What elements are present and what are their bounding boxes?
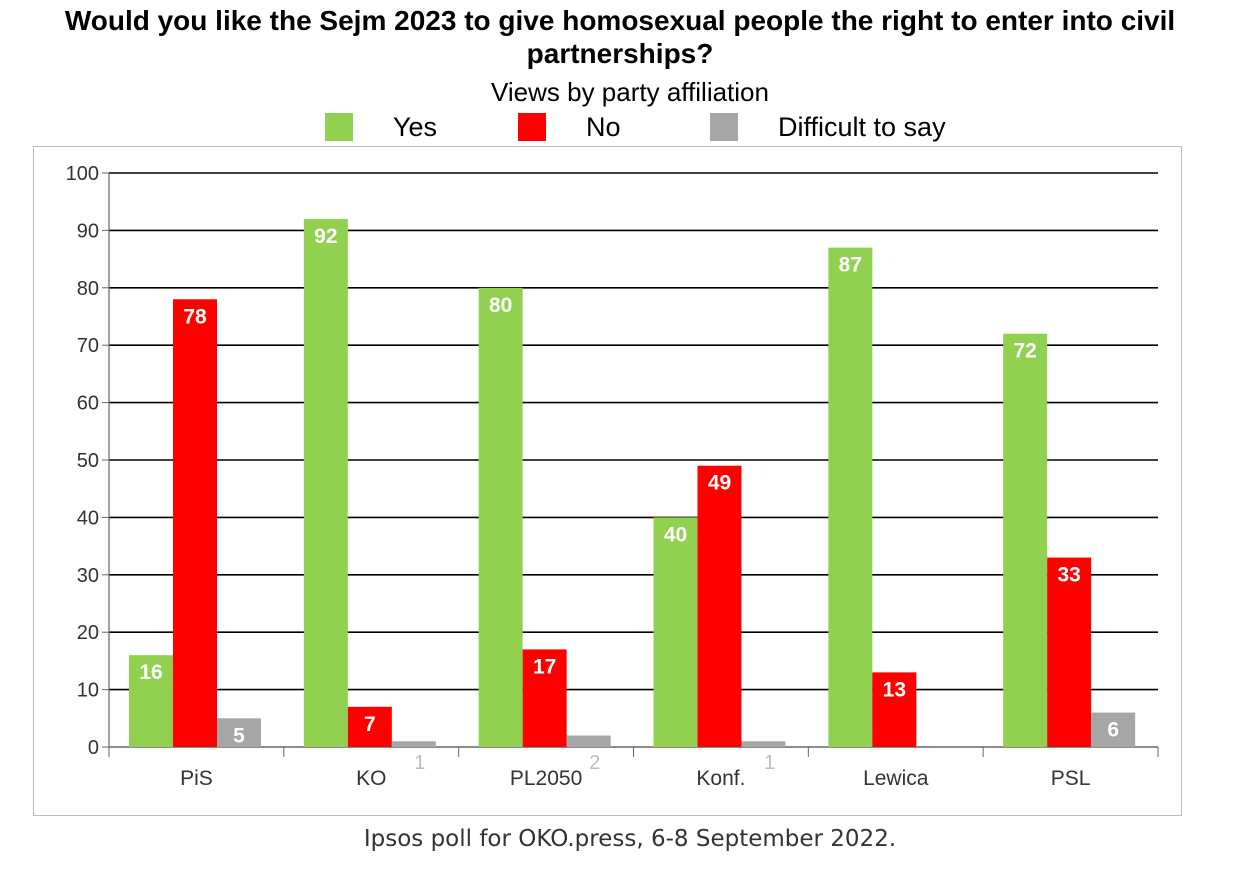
y-tick-label: 0 — [88, 737, 99, 759]
legend-swatch-difficult — [710, 113, 738, 141]
data-label: 13 — [883, 678, 906, 701]
data-label: 92 — [314, 225, 337, 248]
bar-difficult-to-say-pis — [217, 718, 261, 747]
legend-swatch-yes — [325, 113, 353, 141]
bar-no-pis — [173, 299, 217, 747]
bar-no-lewica — [872, 672, 917, 747]
y-tick-label: 90 — [77, 220, 99, 242]
data-label: 2 — [589, 752, 600, 774]
x-tick-label: Lewica — [863, 767, 929, 790]
chart-frame: 0 10 20 30 40 50 60 70 80 90 100 16 78 5 PiS 92 7 1 KO 80 17… — [33, 146, 1182, 816]
bar-chart: 010203040506070809010016785PiS9271KO8017… — [66, 163, 1159, 790]
bar-yes-psl — [1003, 333, 1048, 747]
data-label: 1 — [414, 752, 425, 774]
chart-title: Would you like the Sejm 2023 to give hom… — [64, 5, 1176, 69]
legend-label-difficult: Difficult to say — [778, 111, 946, 142]
x-tick-label: PiS — [180, 767, 213, 790]
legend-swatch-no — [518, 113, 546, 141]
bar-yes-pl2050 — [478, 287, 523, 747]
y-tick-label: 30 — [77, 565, 99, 587]
bar-no-psl — [1047, 557, 1092, 747]
bar-difficult-to-say-konf — [741, 741, 786, 747]
legend-item-difficult: Difficult to say — [710, 109, 946, 145]
legend-item-yes: Yes — [325, 109, 437, 145]
data-label: 87 — [839, 254, 862, 277]
data-label: 7 — [364, 713, 376, 736]
x-tick-label: KO — [356, 767, 386, 790]
y-tick-label: 70 — [77, 335, 99, 357]
legend: Yes No Difficult to say — [0, 109, 1240, 145]
bar-no-pl2050 — [522, 649, 567, 747]
data-label: 40 — [664, 523, 687, 546]
source-note: Ipsos poll for OKO.press, 6-8 September … — [363, 826, 897, 852]
bar-yes-ko — [303, 218, 348, 748]
bar-yes-lewica — [828, 247, 873, 747]
bar-yes-pis — [129, 655, 173, 747]
legend-label-no: No — [586, 111, 621, 142]
data-label: 16 — [139, 661, 162, 684]
bar-no-konf — [697, 465, 742, 747]
data-label: 72 — [1013, 340, 1036, 363]
y-tick-label: 50 — [77, 450, 99, 472]
bar-difficult-to-say-ko — [391, 741, 436, 747]
data-label: 17 — [533, 655, 556, 678]
data-label: 78 — [183, 305, 207, 328]
y-tick-label: 100 — [66, 163, 99, 185]
bar-difficult-to-say-psl — [1091, 712, 1136, 747]
data-label: 49 — [708, 472, 731, 495]
y-tick-label: 40 — [77, 507, 99, 529]
data-label: 5 — [233, 724, 245, 747]
data-label: 33 — [1057, 564, 1080, 587]
bar-difficult-to-say-pl2050 — [566, 735, 611, 747]
legend-item-no: No — [518, 109, 621, 145]
y-tick-label: 10 — [77, 680, 99, 702]
y-tick-label: 60 — [77, 393, 99, 415]
bar-no-ko — [347, 706, 392, 747]
x-tick-label: PSL — [1051, 767, 1091, 790]
x-tick-label: Konf. — [696, 767, 745, 790]
x-tick-label: PL2050 — [510, 767, 582, 790]
legend-label-yes: Yes — [393, 111, 438, 142]
chart-subtitle: Views by party affiliation — [491, 77, 769, 107]
data-label: 1 — [764, 752, 775, 774]
bar-yes-konf — [653, 517, 698, 747]
data-label: 6 — [1107, 719, 1119, 742]
y-tick-label: 20 — [77, 622, 99, 644]
y-tick-label: 80 — [77, 278, 99, 300]
data-label: 80 — [489, 294, 512, 317]
